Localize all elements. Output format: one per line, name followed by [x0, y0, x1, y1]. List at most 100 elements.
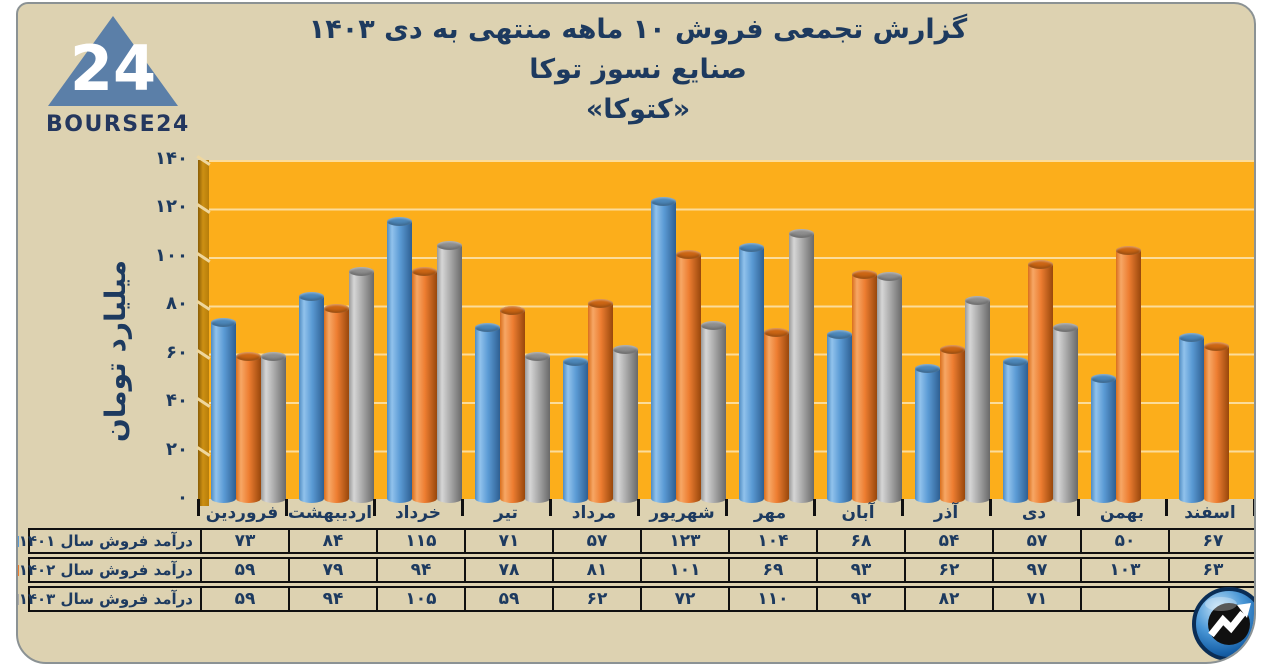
x-axis-tick: [725, 499, 728, 516]
plot-area: [208, 160, 1254, 499]
cylinder-bar-year3-month9: [965, 296, 990, 503]
cylinder-bar-year3-month1: [261, 352, 286, 503]
title-line-2: صنایع نسوز توکا: [529, 54, 747, 85]
bar-cap: [965, 296, 990, 306]
legend-color-swatch-icon: [18, 535, 19, 547]
cylinder-bar-year1-month9: [915, 364, 940, 503]
table-value-cell: ۵۹: [200, 559, 288, 581]
cylinder-bar-year1-month4: [475, 323, 500, 503]
wall-grid-dash: [196, 203, 211, 215]
bar-cap: [261, 352, 286, 362]
bar-cap: [500, 306, 525, 316]
table-value-cell: ۱۲۳: [640, 530, 728, 552]
table-value-cell: ۸۱: [552, 559, 640, 581]
table-value-cell: ۵۹: [200, 588, 288, 610]
bar-base: [1091, 493, 1116, 503]
cylinder-bar-year2-month5: [588, 298, 613, 503]
title-line-3: «کتوکا»: [585, 94, 691, 125]
table-value-cell: ۶۸: [816, 530, 904, 552]
table-value-cell: ۵۴: [904, 530, 992, 552]
bar-cap: [613, 344, 638, 354]
bar-cap: [1053, 323, 1078, 333]
bourse24-logo: 24 BOURSE24: [46, 14, 190, 137]
logo-wordmark: BOURSE24: [46, 112, 190, 137]
x-axis-tick: [1165, 499, 1168, 516]
bar-cap: [387, 216, 412, 226]
table-value-cell: [1080, 588, 1168, 610]
cylinder-bar-year2-month10: [1028, 260, 1053, 503]
bar-cap: [1204, 342, 1229, 352]
y-tick-label: ۱۰۰: [155, 244, 188, 266]
bar-base: [764, 493, 789, 503]
y-tick-label: ۴۰: [166, 390, 188, 412]
bar-cap: [563, 356, 588, 366]
x-axis-tick: [1077, 499, 1080, 516]
bar-base: [299, 493, 324, 503]
bar-base: [211, 493, 236, 503]
bar-cap: [412, 267, 437, 277]
table-value-cell: ۱۰۵: [376, 588, 464, 610]
bar-base: [412, 493, 437, 503]
bar-cap: [1003, 356, 1028, 366]
table-value-cell: ۱۱۰: [728, 588, 816, 610]
bar-cap: [1179, 332, 1204, 342]
table-value-cell: ۹۴: [376, 559, 464, 581]
bourse24-triangle-icon: 24: [48, 16, 178, 106]
cylinder-bar-year1-month3: [387, 216, 412, 503]
series-legend-label: درآمد فروش سال ۱۴۰۱: [18, 530, 200, 552]
bar-base: [437, 494, 462, 503]
cylinder-bar-year3-month6: [701, 320, 726, 503]
cylinder-bar-year2-month8: [852, 269, 877, 503]
wall-grid-dash: [196, 300, 211, 312]
wall-grid-dash: [196, 252, 211, 263]
page-title: گزارش تجمعی فروش ۱۰ ماهه منتهی به دی ۱۴۰…: [238, 10, 1038, 130]
title-line-1: گزارش تجمعی فروش ۱۰ ماهه منتهی به دی ۱۴۰…: [308, 14, 968, 45]
table-value-cell: ۸۴: [288, 530, 376, 552]
bar-base: [877, 493, 902, 503]
month-label: آبان: [841, 503, 875, 523]
series-name-text: درآمد فروش سال ۱۴۰۱: [18, 532, 193, 550]
table-value-cell: ۵۹: [464, 588, 552, 610]
month-label: مهر: [753, 503, 787, 523]
bar-base: [563, 493, 588, 503]
series-legend-label: درآمد فروش سال ۱۴۰۲: [18, 559, 200, 581]
report-card: 24 BOURSE24 گزارش تجمعی فروش ۱۰ ماهه منت…: [16, 2, 1256, 664]
bar-cap: [1091, 373, 1116, 383]
bar-cap: [701, 320, 726, 330]
axis-wall-3d: [196, 155, 211, 506]
table-value-cell: ۹۲: [816, 588, 904, 610]
bar-base: [588, 493, 613, 503]
month-label: تیر: [494, 503, 518, 523]
cylinder-bar-year2-month6: [676, 250, 701, 503]
cylinder-bar-year2-month12: [1204, 342, 1229, 503]
table-value-cell: [1168, 588, 1254, 610]
bar-base: [915, 493, 940, 503]
cylinder-bar-year2-month4: [500, 306, 525, 503]
table-row-year-1: درآمد فروش سال ۱۴۰۱ ۷۳ ۸۴ ۱۱۵ ۷۱ ۵۷ ۱۲۳ ۱۰۴ ۶۸ ۵۴…: [18, 528, 1254, 554]
bar-base: [349, 493, 374, 503]
x-axis-tick: [197, 499, 200, 516]
month-label: آذر: [933, 503, 959, 523]
bar-base: [1003, 493, 1028, 503]
cylinder-bar-year3-month10: [1053, 323, 1078, 503]
y-tick-label: ۰: [177, 487, 188, 508]
bar-base: [789, 493, 814, 503]
table-value-cell: ۷۲: [640, 588, 728, 610]
table-value-cell: ۷۱: [464, 530, 552, 552]
cylinder-bar-year1-month6: [651, 197, 676, 503]
bar-cap: [437, 240, 462, 250]
cylinder-bar-year2-month2: [324, 303, 349, 503]
x-axis-tick: [373, 499, 376, 516]
chart-arrow-logo-icon: [1190, 585, 1254, 662]
cylinder-bar-year3-month5: [613, 344, 638, 503]
bar-cap: [676, 250, 701, 260]
table-value-cell: ۹۴: [288, 588, 376, 610]
bar-base: [500, 493, 525, 503]
table-value-cell: ۹۳: [816, 559, 904, 581]
bar-cap: [588, 298, 613, 308]
bar-base: [739, 493, 764, 503]
bar-base: [651, 493, 676, 503]
table-value-cell: ۹۷: [992, 559, 1080, 581]
month-label: شهریور: [649, 503, 715, 523]
